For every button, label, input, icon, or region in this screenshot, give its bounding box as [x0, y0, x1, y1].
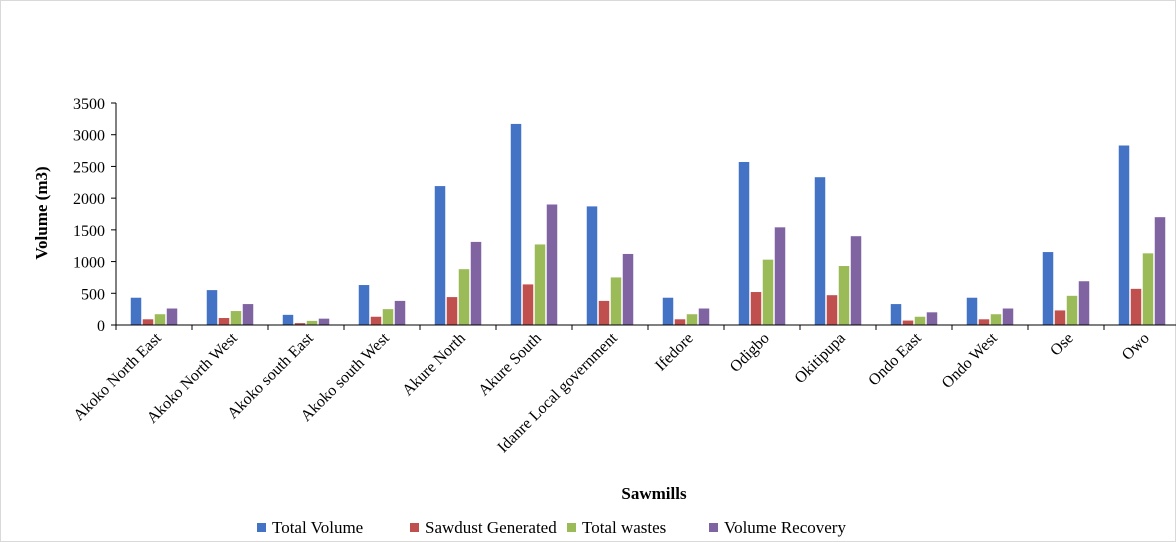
legend-label: Volume Recovery	[724, 518, 846, 537]
x-tick-label: Akure North	[399, 330, 469, 400]
y-tick-label: 2000	[73, 191, 105, 208]
bars	[130, 123, 1166, 326]
bar	[598, 300, 610, 325]
bar	[774, 227, 786, 325]
bar	[838, 266, 850, 325]
x-tick-label: Owo	[1119, 330, 1153, 364]
bar	[218, 318, 230, 325]
bar	[470, 241, 482, 325]
bar	[686, 314, 698, 325]
y-axis: 0 500 1000 1500 2000 2500 3000 3500	[73, 96, 117, 335]
x-tick-label: Ondo East	[865, 329, 925, 389]
bar	[1054, 310, 1066, 325]
legend-swatch	[410, 523, 419, 532]
bar	[434, 186, 446, 325]
y-tick-label: 3500	[73, 96, 105, 113]
y-axis-title: Volume (m3)	[32, 166, 51, 259]
bar	[230, 311, 242, 325]
bar	[1154, 217, 1166, 325]
x-axis-title: Sawmills	[621, 484, 687, 503]
bar	[1042, 252, 1054, 325]
bar	[902, 320, 914, 325]
bar	[142, 319, 154, 325]
bar	[242, 304, 254, 325]
bar	[446, 297, 458, 325]
bar	[662, 297, 674, 325]
bar	[610, 277, 622, 325]
bar	[522, 284, 534, 325]
bar	[826, 295, 838, 325]
bar	[458, 269, 470, 325]
x-tick-label: Ose	[1047, 330, 1077, 360]
bar	[890, 304, 902, 325]
bar	[738, 161, 750, 325]
bar	[510, 123, 522, 326]
bar	[358, 285, 370, 325]
bar	[750, 292, 762, 325]
bar	[534, 244, 546, 325]
bar	[206, 290, 218, 325]
bar	[370, 316, 382, 325]
y-tick-label: 3000	[73, 128, 105, 145]
bar	[546, 204, 558, 325]
legend-label: Sawdust Generated	[425, 518, 557, 537]
bar	[382, 309, 394, 325]
bar	[1002, 308, 1014, 325]
legend-swatch	[257, 523, 266, 532]
bar	[926, 312, 938, 325]
bar	[674, 319, 686, 325]
bar	[586, 206, 598, 325]
bar	[622, 253, 634, 325]
bar	[282, 314, 294, 325]
bar	[814, 177, 826, 325]
legend-swatch	[709, 523, 718, 532]
bar	[966, 297, 978, 325]
bar	[166, 308, 178, 325]
legend: Total Volume Sawdust Generated Total waste…	[257, 518, 846, 537]
x-tick-label: Ondo West	[939, 329, 1002, 392]
bar	[1118, 145, 1130, 325]
x-tick-label: Odigbo	[727, 330, 773, 376]
bar	[1066, 295, 1078, 325]
y-tick-label: 1000	[73, 255, 105, 272]
bar	[990, 314, 1002, 325]
legend-label: Total Volume	[272, 518, 363, 537]
bar	[1130, 288, 1142, 325]
bar	[294, 323, 306, 325]
bar	[130, 297, 142, 325]
x-tick-label: Akure South	[475, 330, 545, 400]
bar	[762, 259, 774, 325]
y-tick-label: 2500	[73, 159, 105, 176]
legend-swatch	[567, 523, 576, 532]
x-tick-label: Ifedore	[652, 330, 697, 375]
x-tick-label: Okitipupa	[792, 330, 849, 387]
bar	[394, 300, 406, 325]
bar	[154, 314, 166, 325]
bar	[318, 318, 330, 325]
bar	[698, 308, 710, 325]
bar	[850, 236, 862, 325]
bar	[1142, 253, 1154, 325]
legend-label: Total wastes	[582, 518, 666, 537]
y-tick-label: 500	[81, 286, 105, 303]
bar	[306, 320, 318, 325]
bar	[1078, 281, 1090, 325]
bar	[914, 316, 926, 325]
bar	[978, 319, 990, 325]
y-tick-label: 1500	[73, 223, 105, 240]
y-tick-label: 0	[97, 318, 105, 335]
